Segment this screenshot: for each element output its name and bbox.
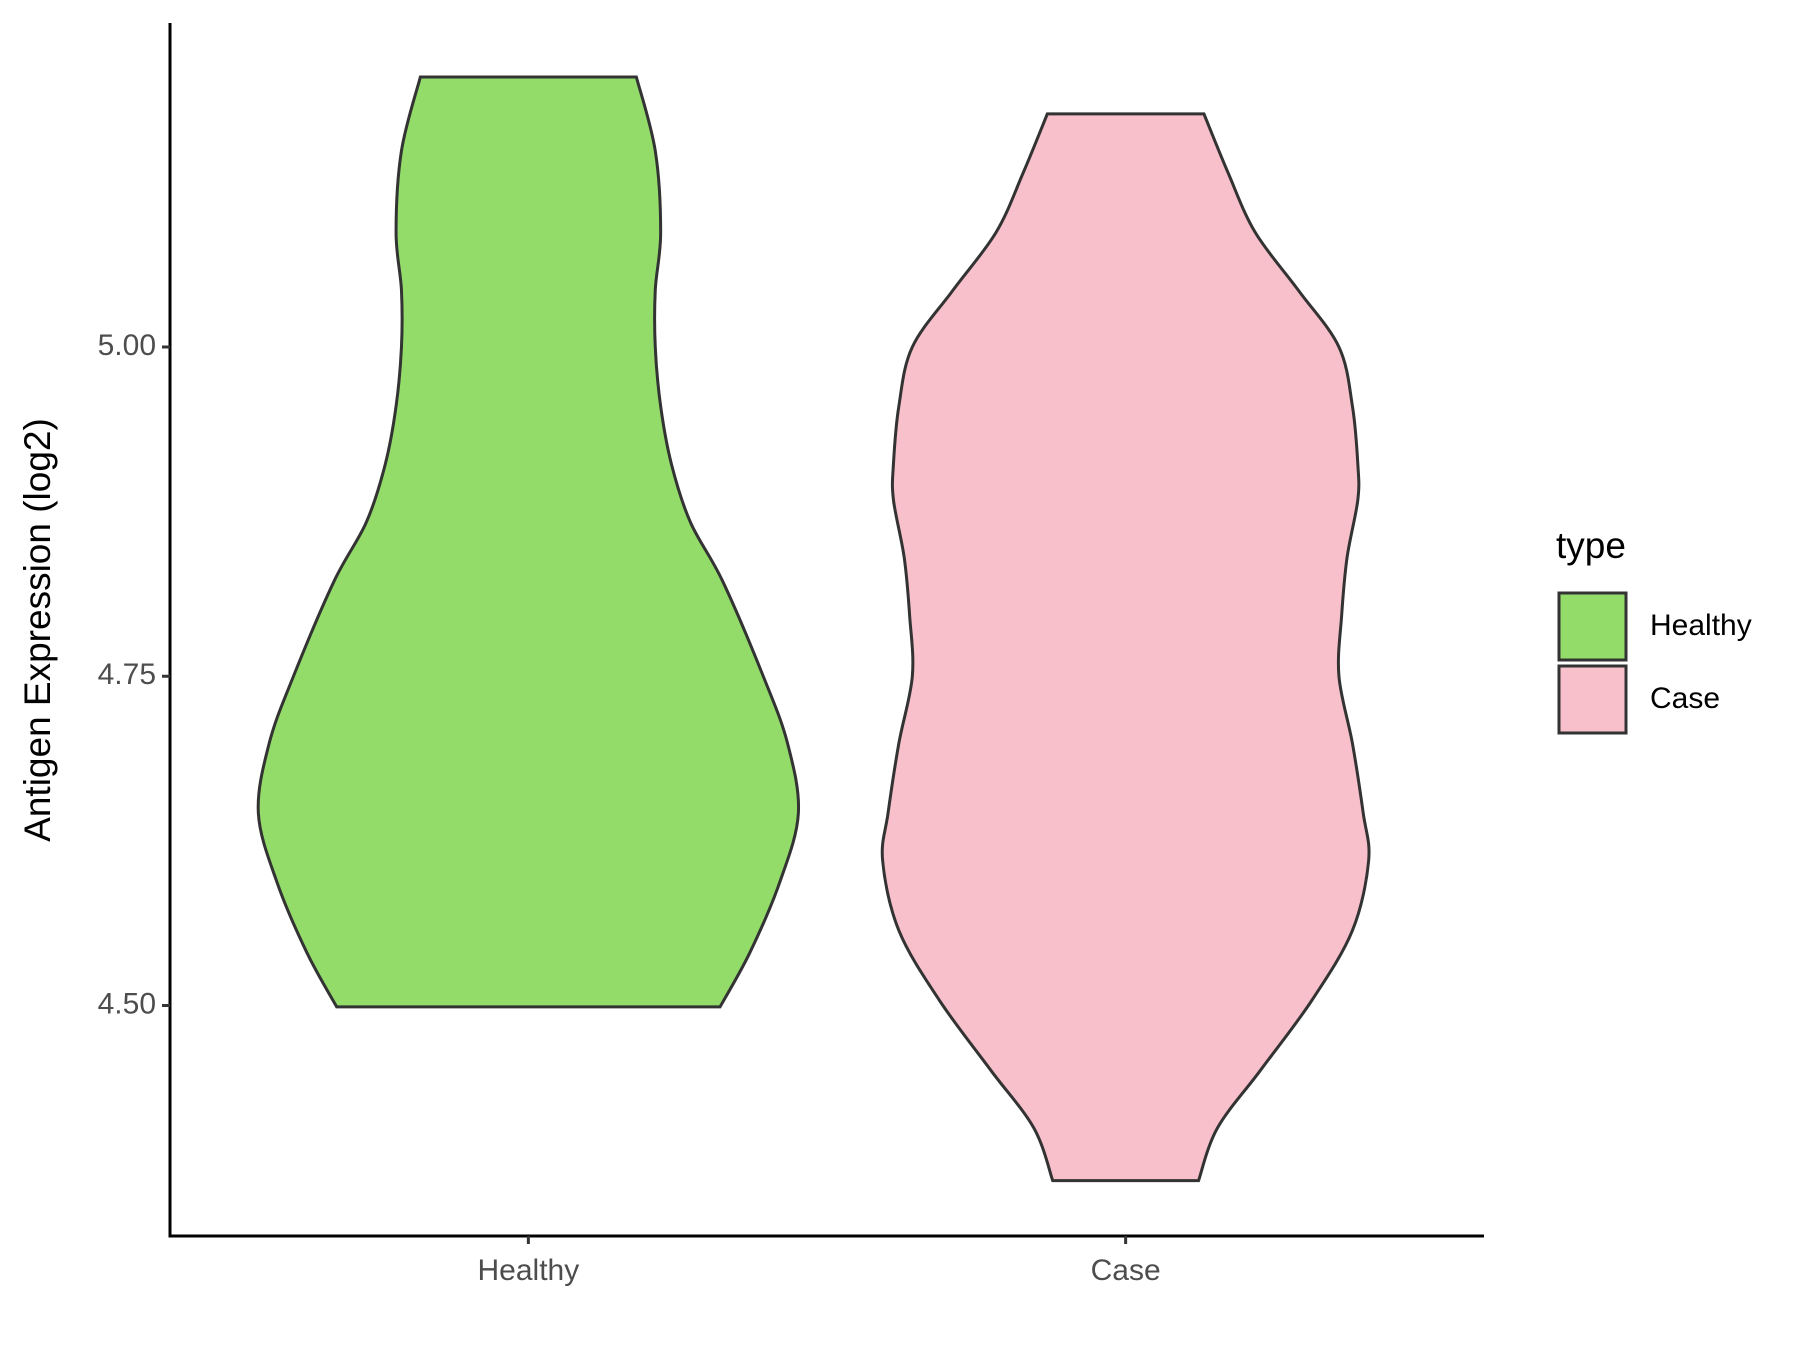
y-tick-label: 4.75 — [98, 658, 156, 691]
violin — [880, 112, 1371, 1183]
y-tick-label: 5.00 — [98, 329, 156, 362]
y-tick-label: 4.50 — [98, 987, 156, 1020]
legend-label: Case — [1650, 682, 1720, 715]
legend-key — [1557, 591, 1628, 662]
y-axis-label: Antigen Expression (log2) — [17, 418, 58, 842]
legend-title: type — [1556, 525, 1626, 566]
legend-key — [1557, 664, 1628, 735]
x-tick-label: Case — [1091, 1254, 1161, 1287]
legend-label: Healthy — [1650, 609, 1752, 642]
violin — [256, 75, 801, 1009]
x-tick-label: Healthy — [478, 1254, 580, 1287]
